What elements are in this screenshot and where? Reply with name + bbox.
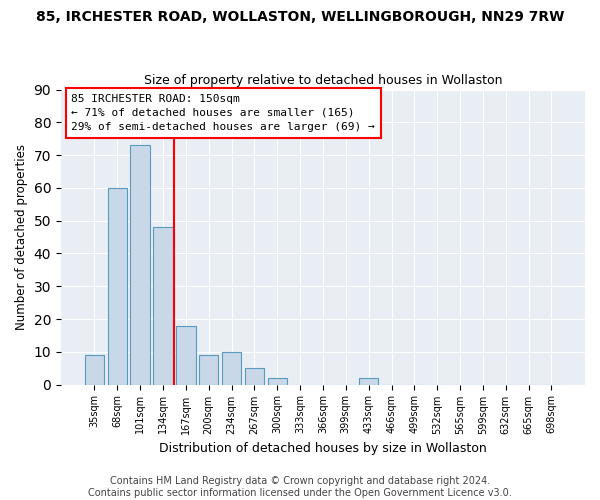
Bar [107, 188, 127, 384]
Bar [153, 227, 173, 384]
Text: 85 IRCHESTER ROAD: 150sqm
← 71% of detached houses are smaller (165)
29% of semi: 85 IRCHESTER ROAD: 150sqm ← 71% of detac… [71, 94, 375, 132]
Bar [268, 378, 287, 384]
Bar [130, 146, 150, 384]
Bar [222, 352, 241, 384]
Bar [85, 355, 104, 384]
Bar [176, 326, 196, 384]
X-axis label: Distribution of detached houses by size in Wollaston: Distribution of detached houses by size … [159, 442, 487, 455]
Bar [359, 378, 379, 384]
Bar [199, 355, 218, 384]
Title: Size of property relative to detached houses in Wollaston: Size of property relative to detached ho… [144, 74, 502, 87]
Text: 85, IRCHESTER ROAD, WOLLASTON, WELLINGBOROUGH, NN29 7RW: 85, IRCHESTER ROAD, WOLLASTON, WELLINGBO… [36, 10, 564, 24]
Y-axis label: Number of detached properties: Number of detached properties [15, 144, 28, 330]
Bar [245, 368, 264, 384]
Text: Contains HM Land Registry data © Crown copyright and database right 2024.
Contai: Contains HM Land Registry data © Crown c… [88, 476, 512, 498]
